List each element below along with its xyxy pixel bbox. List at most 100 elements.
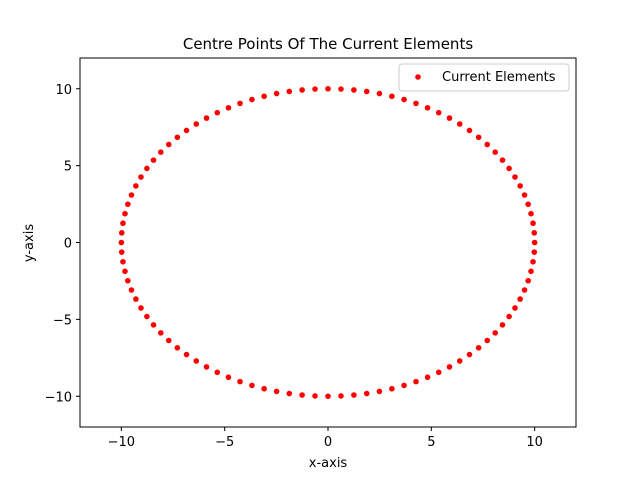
- data-point: [389, 385, 395, 392]
- data-point: [446, 115, 453, 121]
- data-point: [517, 183, 523, 189]
- legend-box: [398, 63, 570, 92]
- data-point: [499, 322, 506, 328]
- data-point: [120, 258, 126, 265]
- chart-title: Centre Points Of The Current Elements: [183, 35, 473, 53]
- data-point: [325, 85, 331, 92]
- data-point: [325, 393, 331, 400]
- data-point: [299, 87, 305, 93]
- plot-frame: [79, 57, 577, 428]
- data-point: [506, 313, 512, 320]
- x-tick-label: 0: [324, 435, 332, 450]
- y-tick-label: −10: [45, 390, 72, 405]
- data-point: [531, 249, 538, 255]
- data-point: [249, 96, 255, 103]
- data-point: [144, 165, 150, 172]
- data-point: [521, 192, 528, 198]
- data-point: [435, 369, 442, 376]
- data-point: [446, 364, 453, 370]
- data-point: [528, 210, 534, 217]
- data-point: [413, 100, 419, 107]
- data-point: [286, 390, 293, 397]
- data-point: [122, 210, 128, 217]
- legend-label: Current Elements: [442, 70, 556, 85]
- data-point: [158, 330, 164, 336]
- x-axis-ticks: −10 −5 0 5 10: [108, 427, 543, 450]
- data-point: [193, 121, 200, 127]
- data-point: [273, 90, 280, 97]
- y-tick-label: 5: [64, 160, 72, 175]
- data-point: [237, 100, 243, 107]
- data-point: [312, 86, 318, 92]
- data-point: [214, 369, 221, 376]
- data-point: [128, 287, 135, 293]
- data-point: [338, 86, 344, 92]
- data-point: [225, 104, 232, 111]
- data-point: [492, 149, 499, 155]
- data-point: [389, 93, 395, 100]
- data-point: [512, 174, 518, 180]
- data-point: [249, 382, 255, 389]
- y-tick-label: 0: [64, 237, 72, 252]
- data-point: [138, 174, 144, 180]
- x-axis-label: x-axis: [309, 456, 348, 471]
- y-axis-ticks: −10 −5 0 5 10: [45, 83, 80, 405]
- data-point: [424, 104, 431, 111]
- data-point: [517, 296, 523, 302]
- x-tick-label: 10: [526, 435, 543, 450]
- legend: Current Elements: [398, 63, 570, 92]
- data-point: [413, 378, 419, 385]
- data-point: [401, 96, 407, 103]
- data-point: [133, 296, 139, 302]
- data-point: [401, 382, 407, 389]
- data-point: [299, 392, 305, 398]
- data-point: [138, 305, 144, 311]
- data-point: [183, 351, 190, 358]
- data-point: [492, 330, 499, 336]
- data-point: [203, 115, 210, 121]
- data-point: [286, 88, 293, 95]
- data-point: [214, 109, 221, 116]
- data-point: [466, 351, 473, 358]
- data-point: [363, 88, 370, 95]
- data-point: [456, 358, 463, 364]
- data-point: [424, 374, 431, 381]
- data-point: [351, 392, 357, 398]
- y-tick-label: −5: [53, 313, 72, 328]
- data-point: [484, 141, 491, 148]
- legend-marker: [415, 74, 421, 80]
- data-point: [273, 388, 280, 395]
- data-point: [165, 337, 172, 344]
- data-point: [528, 268, 534, 275]
- data-point: [475, 134, 482, 141]
- data-point: [525, 277, 531, 284]
- data-point: [203, 364, 210, 370]
- data-point: [183, 127, 190, 134]
- data-point: [525, 201, 531, 208]
- data-point: [237, 378, 243, 385]
- data-point: [351, 87, 357, 93]
- data-point: [499, 157, 506, 163]
- y-tick-label: 10: [55, 83, 72, 98]
- data-point: [174, 134, 181, 141]
- data-point: [466, 127, 473, 134]
- data-point: [456, 121, 463, 127]
- data-point: [435, 109, 442, 116]
- x-tick-label: −10: [108, 435, 135, 450]
- data-point: [338, 393, 344, 399]
- data-point: [363, 390, 370, 397]
- data-point: [376, 388, 383, 395]
- data-point: [144, 313, 150, 320]
- data-point: [118, 249, 125, 255]
- data-points: [118, 85, 538, 400]
- data-point: [475, 344, 482, 351]
- x-tick-label: 5: [427, 435, 435, 450]
- data-point: [484, 337, 491, 344]
- x-tick-label: −5: [215, 435, 234, 450]
- data-point: [158, 149, 164, 155]
- data-point: [531, 239, 538, 246]
- data-point: [225, 374, 232, 381]
- data-point: [261, 385, 267, 392]
- data-point: [193, 358, 200, 364]
